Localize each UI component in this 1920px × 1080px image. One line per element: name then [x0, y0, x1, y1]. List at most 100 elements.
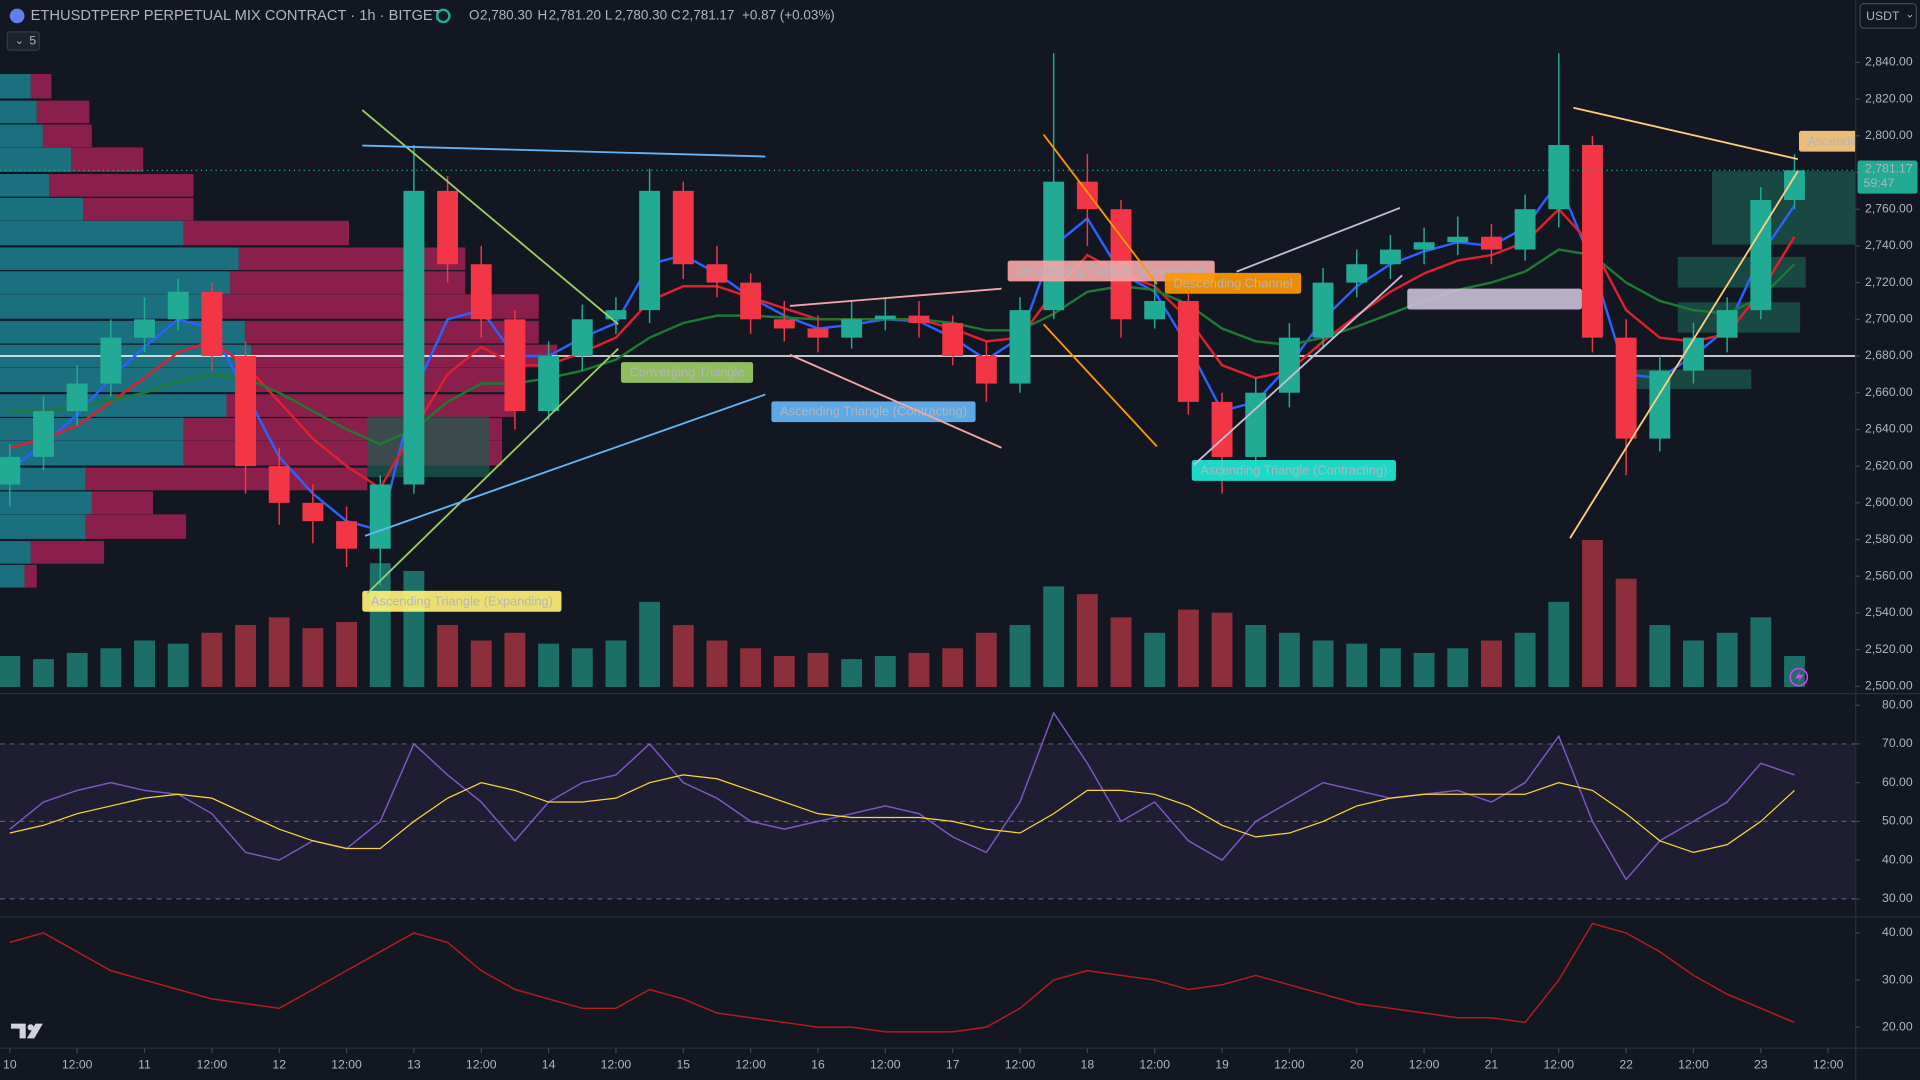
x-tick-label: 23: [1754, 1058, 1768, 1072]
volume-profile-up: [0, 147, 72, 172]
x-tick-label: 12:00: [1813, 1058, 1844, 1072]
volume-profile-down: [238, 247, 466, 271]
alert-icon[interactable]: [1789, 667, 1809, 687]
volume-profile-down: [230, 271, 466, 294]
volume-profile-up: [0, 394, 227, 417]
ohlc-label: C: [671, 7, 681, 22]
candle-body: [336, 521, 357, 549]
volume-bar: [167, 643, 189, 687]
volume-bar: [1480, 640, 1502, 687]
x-tick-label: 14: [542, 1058, 556, 1072]
lower-pane: [9, 922, 1795, 1033]
y-tick-label: 2,560.00: [1865, 568, 1913, 582]
legend-toggle[interactable]: [6, 31, 40, 51]
pattern-label-box: [1007, 260, 1215, 282]
symbol-icon[interactable]: [9, 8, 25, 24]
symbol-title[interactable]: ETHUSDTPERP PERPETUAL MIX CONTRACT · 1h …: [31, 8, 442, 24]
volume-bar: [268, 617, 290, 687]
volume-bar: [605, 640, 627, 687]
candle-body: [235, 356, 256, 467]
x-tick-label: 12: [272, 1058, 286, 1072]
x-tick-label: 12:00: [1543, 1058, 1574, 1072]
y-tick-label: 2,720.00: [1865, 275, 1913, 289]
x-tick-label: 18: [1081, 1058, 1095, 1072]
pattern-label-box: [1164, 272, 1302, 294]
volume-profile-up: [0, 467, 86, 491]
y-tick-label: 2,800.00: [1865, 128, 1913, 142]
x-tick-label: 12:00: [1005, 1058, 1036, 1072]
last-price-label: 2,781.17: [1865, 161, 1913, 175]
volume-bar: [1312, 640, 1334, 687]
pattern-line: [1042, 323, 1158, 448]
tv-logo[interactable]: [11, 1023, 43, 1039]
volume-profile-down: [85, 514, 187, 539]
candle-body: [1144, 300, 1166, 320]
volume-bar: [1683, 640, 1704, 687]
pattern-line: [789, 353, 1002, 449]
volume-profile-down: [42, 124, 92, 148]
order-block-zone: [1711, 171, 1856, 245]
x-tick-label: 12:00: [62, 1058, 93, 1072]
pattern-label-box: [620, 362, 754, 383]
currency-label[interactable]: USDT: [1866, 9, 1900, 23]
candle-body: [1447, 236, 1469, 243]
candle-body: [942, 322, 964, 357]
pattern-label-box: [1798, 130, 1856, 152]
header: ETHUSDTPERP PERPETUAL MIX CONTRACT · 1h …: [6, 3, 1917, 1039]
tv-logo-part: [11, 1023, 26, 1039]
volume-profile-up: [0, 247, 239, 271]
candle-body: [0, 456, 21, 485]
candle-body: [1379, 249, 1401, 265]
ohlc-value: 2,780.30: [480, 7, 532, 22]
volume-profile-up: [0, 514, 86, 539]
pattern-label-box: [1407, 288, 1582, 310]
volume-bar: [672, 625, 694, 687]
candle-body: [1177, 300, 1199, 402]
volume-profile-up: [0, 441, 184, 466]
y-tick-label: 2,700.00: [1865, 312, 1913, 326]
candle-body: [908, 315, 930, 323]
candle-body: [605, 310, 627, 320]
y-tick-label: 2,640.00: [1865, 422, 1913, 436]
currency-button[interactable]: [1859, 3, 1917, 29]
volume-profile-up: [0, 418, 184, 441]
pattern-label: Descending Channel: [1173, 275, 1292, 290]
volume-bar: [1615, 578, 1637, 687]
candle-body: [1750, 200, 1772, 311]
pattern-label: Rising Wedge (Contracting): [1416, 291, 1574, 306]
ohlc-value: 2,781.17: [682, 7, 734, 22]
ohlc-change: +0.87 (+0.03%): [742, 7, 835, 22]
volume-bar: [100, 648, 122, 687]
candle-body: [33, 411, 54, 457]
pattern-line: [1236, 207, 1401, 273]
candle-body: [571, 319, 593, 357]
pattern-label: Ascendin: [1808, 133, 1861, 148]
volume-bar: [1043, 586, 1065, 687]
candle-body: [100, 337, 122, 384]
y-tick-label: 2,600.00: [1865, 495, 1913, 509]
pattern-label: Ascending Triangle (Contracting): [780, 404, 967, 419]
candle-body: [538, 356, 560, 412]
pattern-line: [1042, 133, 1158, 285]
candle-body: [807, 328, 829, 338]
candle-body: [1784, 170, 1805, 201]
volume-bar: [1379, 648, 1401, 687]
candle-body: [773, 319, 795, 329]
y-tick-label: 2,580.00: [1865, 532, 1913, 546]
y-tick-label: 20.00: [1882, 1019, 1913, 1033]
ohlc-value: 2,780.30: [615, 7, 667, 22]
pattern-line: [366, 348, 619, 594]
volume-bar: [773, 656, 795, 687]
volume-profile-down: [30, 74, 52, 99]
candle-body: [1076, 181, 1098, 210]
volume-bar: [807, 652, 829, 687]
tv-logo-part: [26, 1023, 43, 1039]
volume-profile-down: [24, 564, 37, 588]
volume-bar: [1548, 601, 1570, 687]
volume-bar: [1346, 643, 1368, 687]
pattern-line: [1573, 106, 1799, 160]
ohlc-value: 2,781.20: [549, 7, 601, 22]
candle-body: [302, 502, 324, 522]
